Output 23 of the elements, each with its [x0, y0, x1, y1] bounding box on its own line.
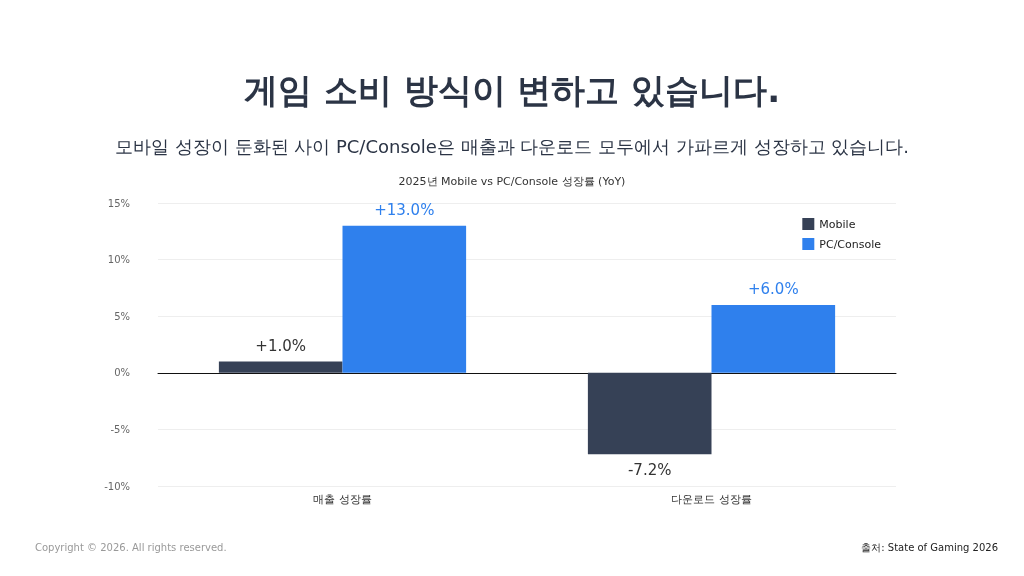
- bar: [587, 372, 712, 455]
- y-tick-label: 5%: [114, 310, 130, 322]
- data-label: +1.0%: [255, 336, 307, 355]
- y-tick-label: 0%: [114, 367, 130, 379]
- y-tick-label: 10%: [107, 254, 130, 266]
- text: Copyright © 2026. All rights reserved.: [35, 541, 227, 553]
- bar: [711, 304, 836, 373]
- data-label: +13.0%: [374, 201, 435, 220]
- x-tick-label: 매출 성장률: [313, 493, 372, 506]
- y-tick-label: -10%: [104, 480, 130, 492]
- legend-label: Mobile: [819, 217, 856, 231]
- source-note: 출처: State of Gaming 2026: [861, 541, 999, 553]
- x-tick-label: 다운로드 성장률: [671, 493, 752, 506]
- data-label: +6.0%: [747, 280, 799, 299]
- y-tick-label: -5%: [110, 423, 130, 435]
- bar: [342, 225, 467, 373]
- y-tick-label: 15%: [107, 197, 130, 209]
- data-label: -7.2%: [627, 460, 672, 479]
- text: 2025년 Mobile vs PC/Console 성장률 (YoY): [398, 175, 626, 188]
- chart-subtitle: 모바일 성장이 둔화된 사이 PC/Console은 매출과 다운로드 모두에서 가파르게 성장하고 있습니다.: [115, 135, 909, 157]
- chart-title: 게임 소비 방식이 변하고 있습니다.: [243, 70, 781, 110]
- bar: [218, 361, 343, 373]
- legend-label: PC/Console: [819, 237, 882, 251]
